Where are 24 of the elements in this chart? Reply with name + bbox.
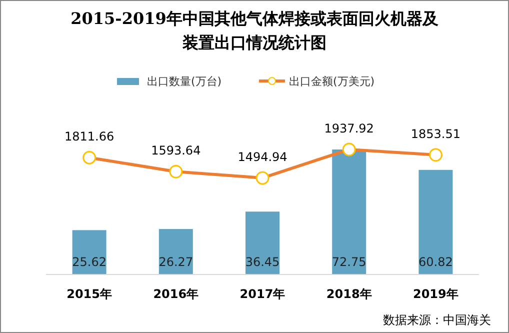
data-label: 1593.64 [151,144,201,158]
bar [72,230,106,274]
x-tick-label: 2018年 [326,287,372,301]
bar [418,170,453,274]
legend-label: 出口数量(万台) [147,75,222,88]
bar [332,149,366,274]
source-note: 数据来源：中国海关 [383,313,491,327]
legend-label: 出口金额(万美元) [289,75,375,88]
data-label: 60.82 [418,255,453,269]
data-label: 1853.51 [410,126,461,141]
data-label: 25.62 [72,255,106,269]
x-tick-label: 2016年 [153,287,199,301]
data-label: 1937.92 [324,121,374,136]
data-label: 1494.94 [238,150,288,164]
data-label: 36.45 [245,255,280,269]
bar [246,212,280,274]
data-label: 1811.66 [64,130,114,144]
x-tick-label: 2017年 [240,287,286,301]
data-label: 26.27 [158,255,194,269]
chart-title: 2015-2019年中国其他气体焊接或表面回火机器及装置出口情况统计图 [70,8,440,54]
x-tick-label: 2019年 [412,287,458,301]
bar [158,229,193,274]
x-tick-label: 2015年 [66,287,112,301]
data-label: 72.75 [332,255,366,269]
